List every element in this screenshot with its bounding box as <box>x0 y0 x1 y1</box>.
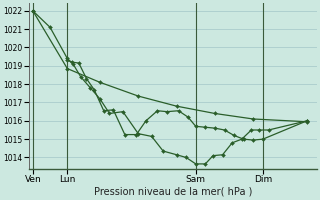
X-axis label: Pression niveau de la mer( hPa ): Pression niveau de la mer( hPa ) <box>93 187 252 197</box>
